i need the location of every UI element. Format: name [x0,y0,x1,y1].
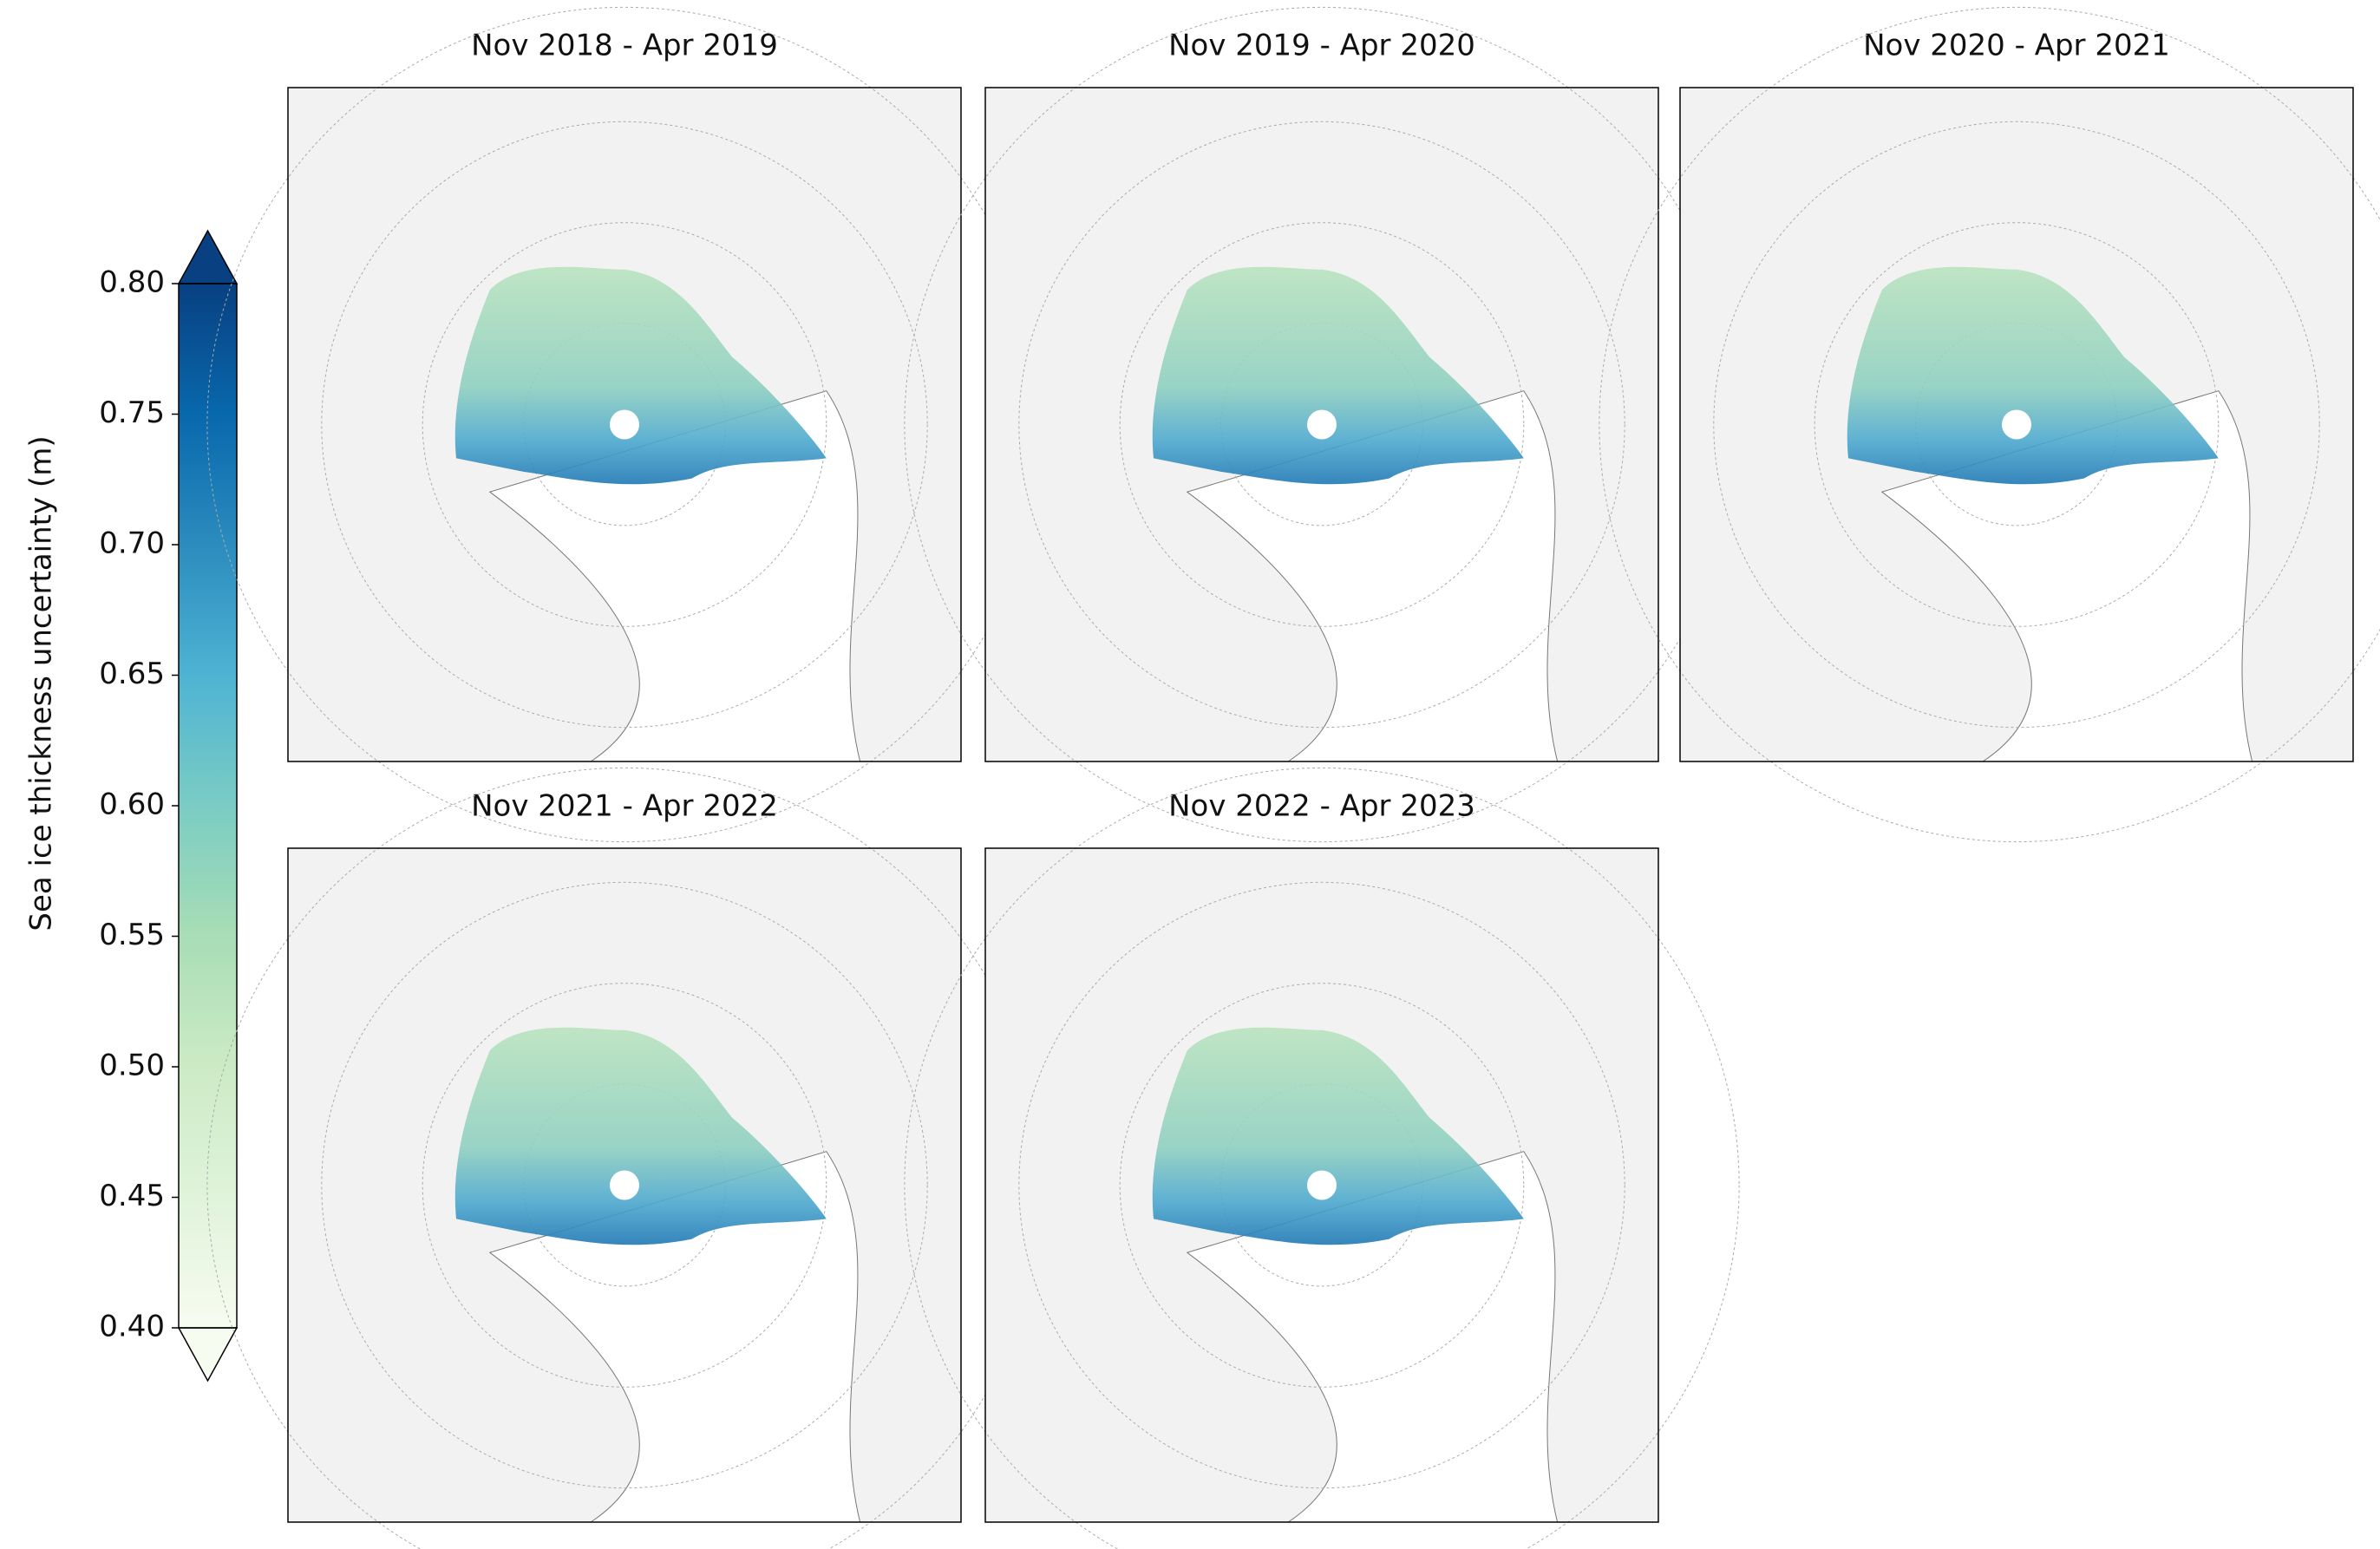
graticule [1119,983,1525,1388]
ice-field [1152,1027,1524,1245]
graticule [422,983,827,1388]
panel-title: Nov 2021 - Apr 2022 [471,789,778,824]
pole-hole [610,409,639,440]
panel-frame [287,847,962,1523]
map-panel: Nov 2022 - Apr 2023 [904,768,1740,1549]
graticule [1713,121,2320,729]
graticule [321,121,928,729]
ice-field [1847,266,2219,485]
panel-title: Nov 2019 - Apr 2020 [1168,29,1475,63]
panel-title: Nov 2018 - Apr 2019 [471,29,778,63]
colorbar-tick-label: 0.65 [99,657,165,691]
colorbar-tick-label: 0.50 [99,1049,165,1083]
colorbar-tick-label: 0.75 [99,395,165,430]
colorbar-extend-min [177,1327,239,1382]
colorbar-tick-label: 0.55 [99,918,165,952]
graticule [422,222,827,627]
ice-field [454,266,827,485]
graticule [321,881,928,1489]
map-panel: Nov 2020 - Apr 2021 [1599,7,2380,842]
colorbar-label: Sea ice thickness uncertainty (m) [24,435,59,931]
pole-hole [2002,409,2031,440]
panel-frame [1679,87,2354,762]
colorbar-tick-label: 0.40 [99,1310,165,1344]
ice-field [1152,266,1524,485]
colorbar-tick-label: 0.80 [99,265,165,300]
colorbar [179,284,237,1328]
colorbar-tick-label: 0.45 [99,1179,165,1213]
colorbar-extend-max [177,229,239,284]
map-panel: Nov 2021 - Apr 2022 [206,768,1043,1549]
pole-hole [1307,1170,1337,1200]
panel-frame [984,847,1659,1523]
pole-hole [610,1170,639,1200]
ice-field [454,1027,827,1245]
panel-title: Nov 2022 - Apr 2023 [1168,789,1475,824]
graticule [1018,121,1625,729]
map-panel: Nov 2019 - Apr 2020 [904,6,1740,843]
panel-frame [984,87,1659,762]
graticule [1018,881,1625,1489]
map-panel: Nov 2018 - Apr 2019 [206,6,1043,843]
graticule [1814,222,2220,627]
graticule [1119,222,1525,627]
colorbar-tick-label: 0.70 [99,526,165,561]
panel-title: Nov 2020 - Apr 2021 [1863,29,2170,63]
pole-hole [1307,409,1337,440]
panel-frame [287,87,962,762]
colorbar-tick-label: 0.60 [99,788,165,822]
graticule [904,768,1740,1549]
